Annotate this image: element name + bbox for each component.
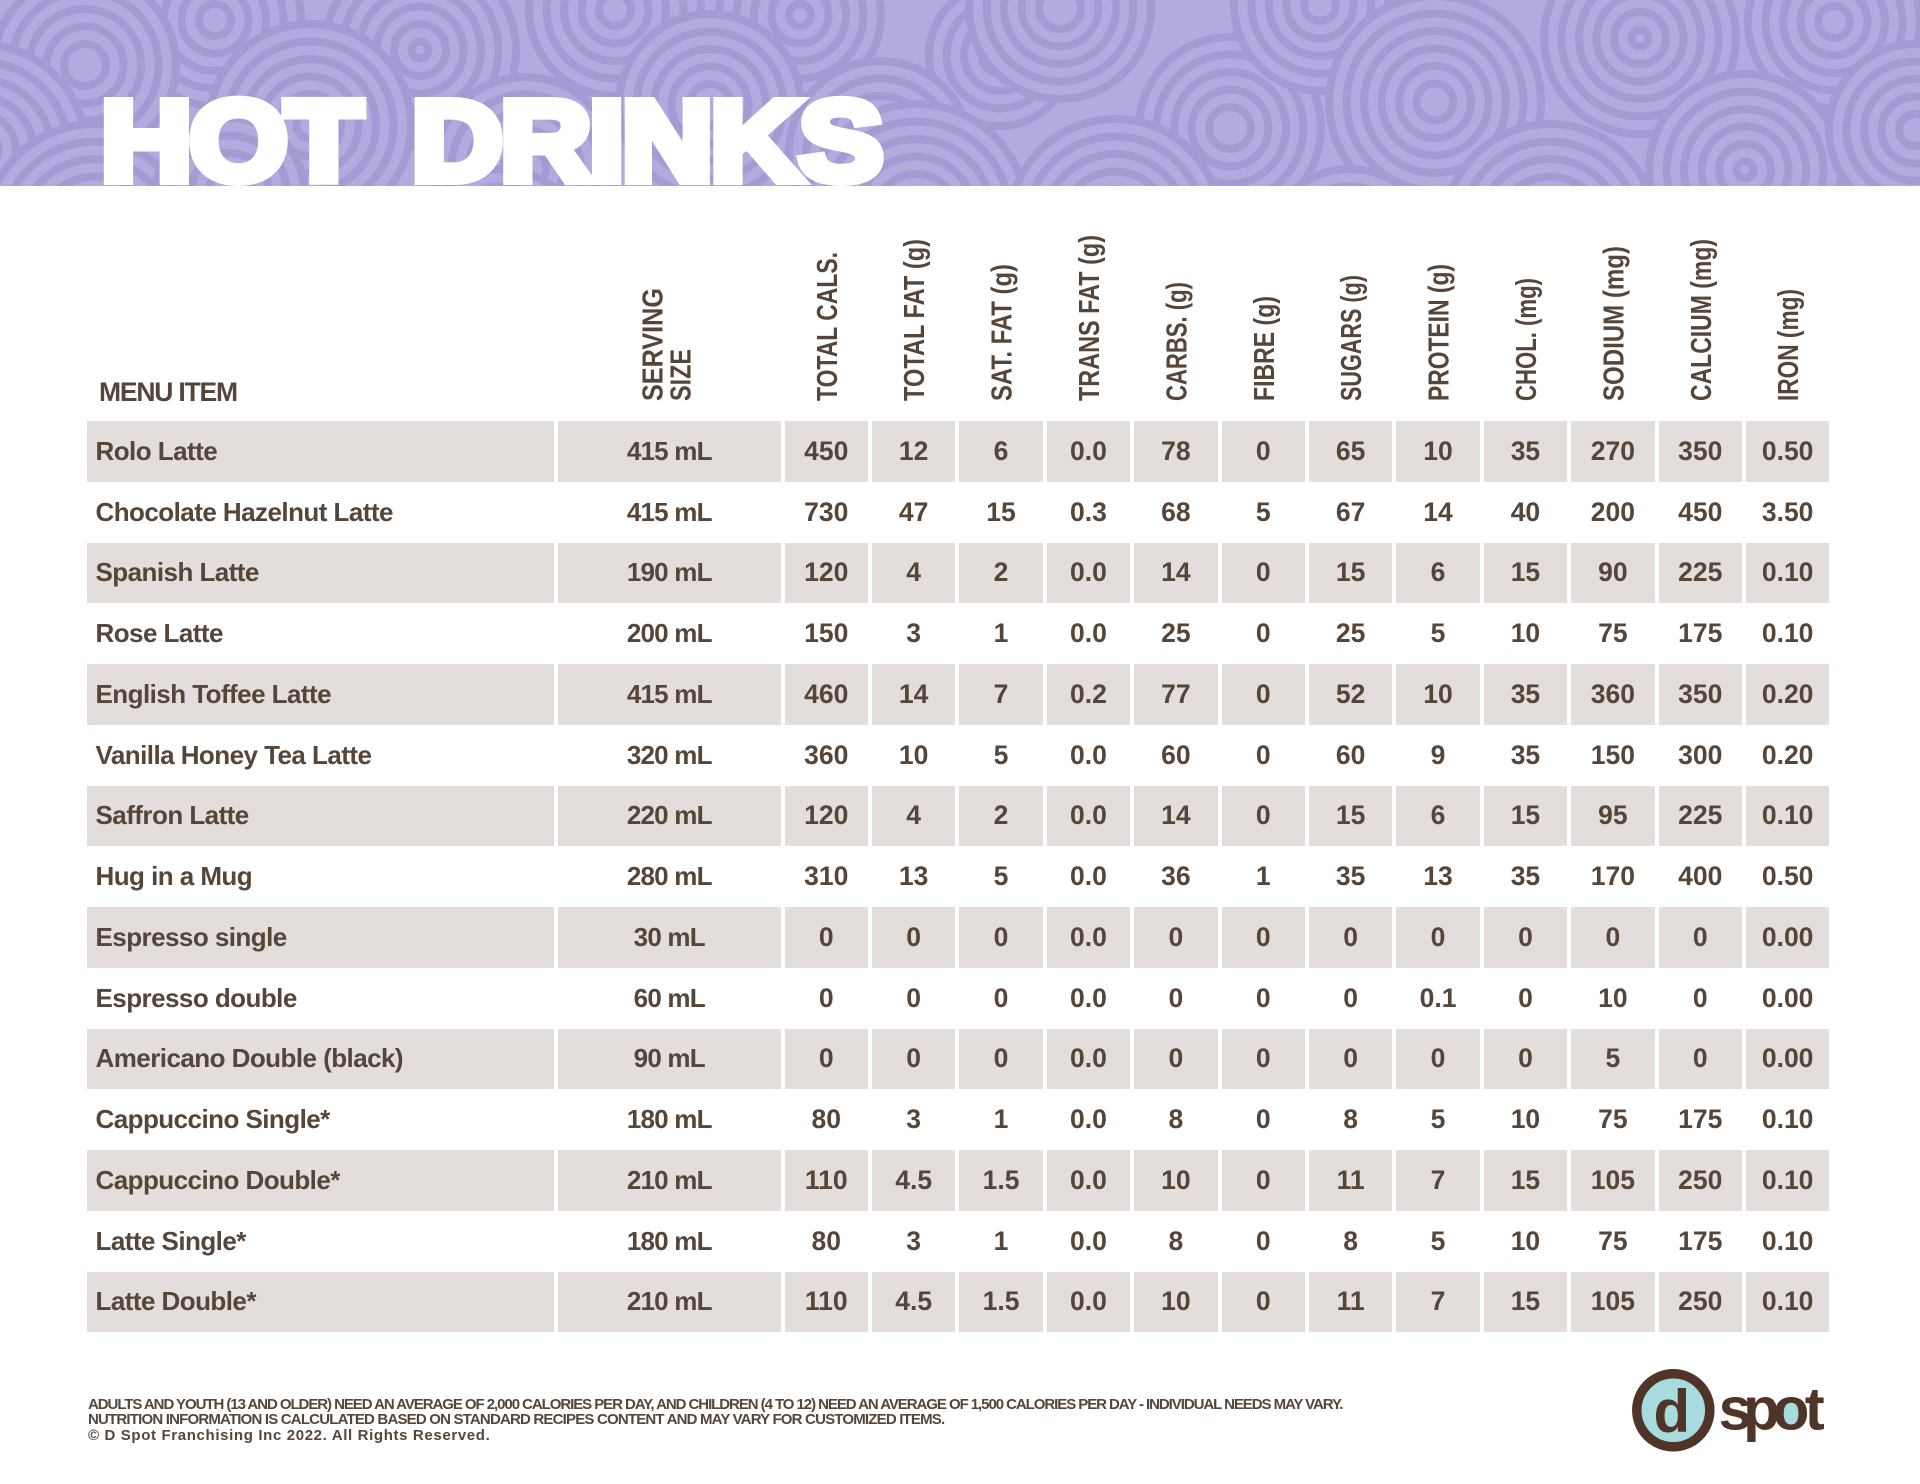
svg-text:TOTAL FAT (g): TOTAL FAT (g) xyxy=(899,239,931,401)
svg-text:FIBRE (g): FIBRE (g) xyxy=(1249,296,1281,401)
svg-text:CHOL. (mg): CHOL. (mg) xyxy=(1511,278,1543,401)
svg-text:d: d xyxy=(1654,1378,1691,1445)
svg-text:SUGARS (g): SUGARS (g) xyxy=(1336,275,1368,401)
svg-text:TOTAL CALS.: TOTAL CALS. xyxy=(812,252,844,401)
svg-text:PROTEIN (g): PROTEIN (g) xyxy=(1424,264,1456,401)
svg-text:TRANS FAT (g): TRANS FAT (g) xyxy=(1074,235,1106,401)
svg-text:SODIUM (mg): SODIUM (mg) xyxy=(1598,246,1630,401)
svg-text:spot: spot xyxy=(1719,1376,1825,1443)
svg-text:IRON (mg): IRON (mg) xyxy=(1773,289,1805,401)
svg-text:SIZE: SIZE xyxy=(666,349,698,401)
svg-text:SERVING: SERVING xyxy=(638,288,670,401)
svg-text:SAT. FAT (g): SAT. FAT (g) xyxy=(987,264,1019,401)
svg-text:CARBS. (g): CARBS. (g) xyxy=(1161,282,1193,401)
svg-text:CALCIUM (mg): CALCIUM (mg) xyxy=(1686,239,1718,401)
